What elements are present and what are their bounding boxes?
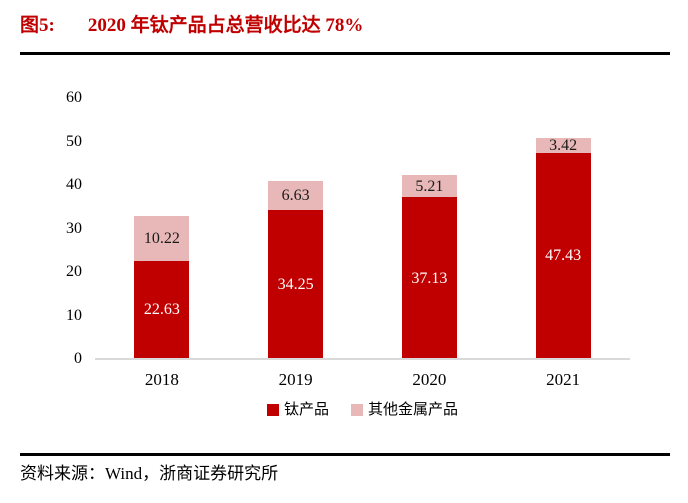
legend-item: 其他金属产品	[351, 401, 458, 419]
bar-segment-primary	[535, 152, 591, 359]
legend-label: 其他金属产品	[368, 402, 459, 418]
x-tick-label: 2018	[144, 370, 179, 389]
x-tick-label: 2021	[546, 370, 581, 389]
legend-item: 钛产品	[266, 401, 329, 419]
figure-title: 2020 年钛产品占总营收比达 78%	[87, 15, 364, 36]
legend-swatch	[266, 404, 279, 416]
y-tick-label: 60	[66, 89, 82, 106]
y-tick-label: 40	[66, 176, 82, 193]
bar-value-label: 10.22	[143, 229, 180, 247]
y-tick-label: 50	[66, 132, 82, 150]
bar-segment-secondary	[134, 216, 190, 261]
x-axis-line	[95, 358, 630, 360]
bar-value-label: 3.42	[549, 136, 578, 154]
bar-value-label: 47.43	[545, 247, 582, 265]
figure-number-label: 图5:	[20, 15, 55, 36]
y-tick-label: 20	[66, 263, 82, 280]
legend-label: 钛产品	[283, 402, 329, 418]
bar-segment-primary	[268, 210, 324, 359]
bar-segment-secondary	[535, 137, 591, 153]
y-tick-label: 0	[74, 350, 82, 367]
source-note: 资料来源：Wind，浙商证券研究所	[20, 464, 279, 483]
source-divider-rule	[20, 453, 670, 456]
bar-segment-secondary	[268, 181, 324, 210]
bar-value-label: 6.63	[281, 187, 310, 205]
y-tick-label: 30	[66, 219, 82, 237]
x-tick-label: 2019	[278, 370, 313, 389]
title-divider-rule	[20, 52, 670, 55]
y-tick-label: 10	[66, 306, 82, 324]
figure-title-row: 图5: 2020 年钛产品占总营收比达 78%	[20, 10, 363, 37]
bar-segment-primary	[401, 197, 457, 359]
chart-legend: 钛产品 其他金属产品	[95, 401, 630, 419]
bar-segment-primary	[134, 260, 190, 359]
bar-value-label: 37.13	[411, 269, 448, 287]
bar-value-label: 5.21	[415, 177, 444, 195]
bar-value-label: 22.63	[143, 301, 180, 319]
x-tick-label: 2020	[412, 370, 447, 389]
bar-segment-secondary	[401, 174, 457, 198]
legend-swatch	[351, 404, 363, 416]
bar-value-label: 34.25	[277, 276, 314, 293]
